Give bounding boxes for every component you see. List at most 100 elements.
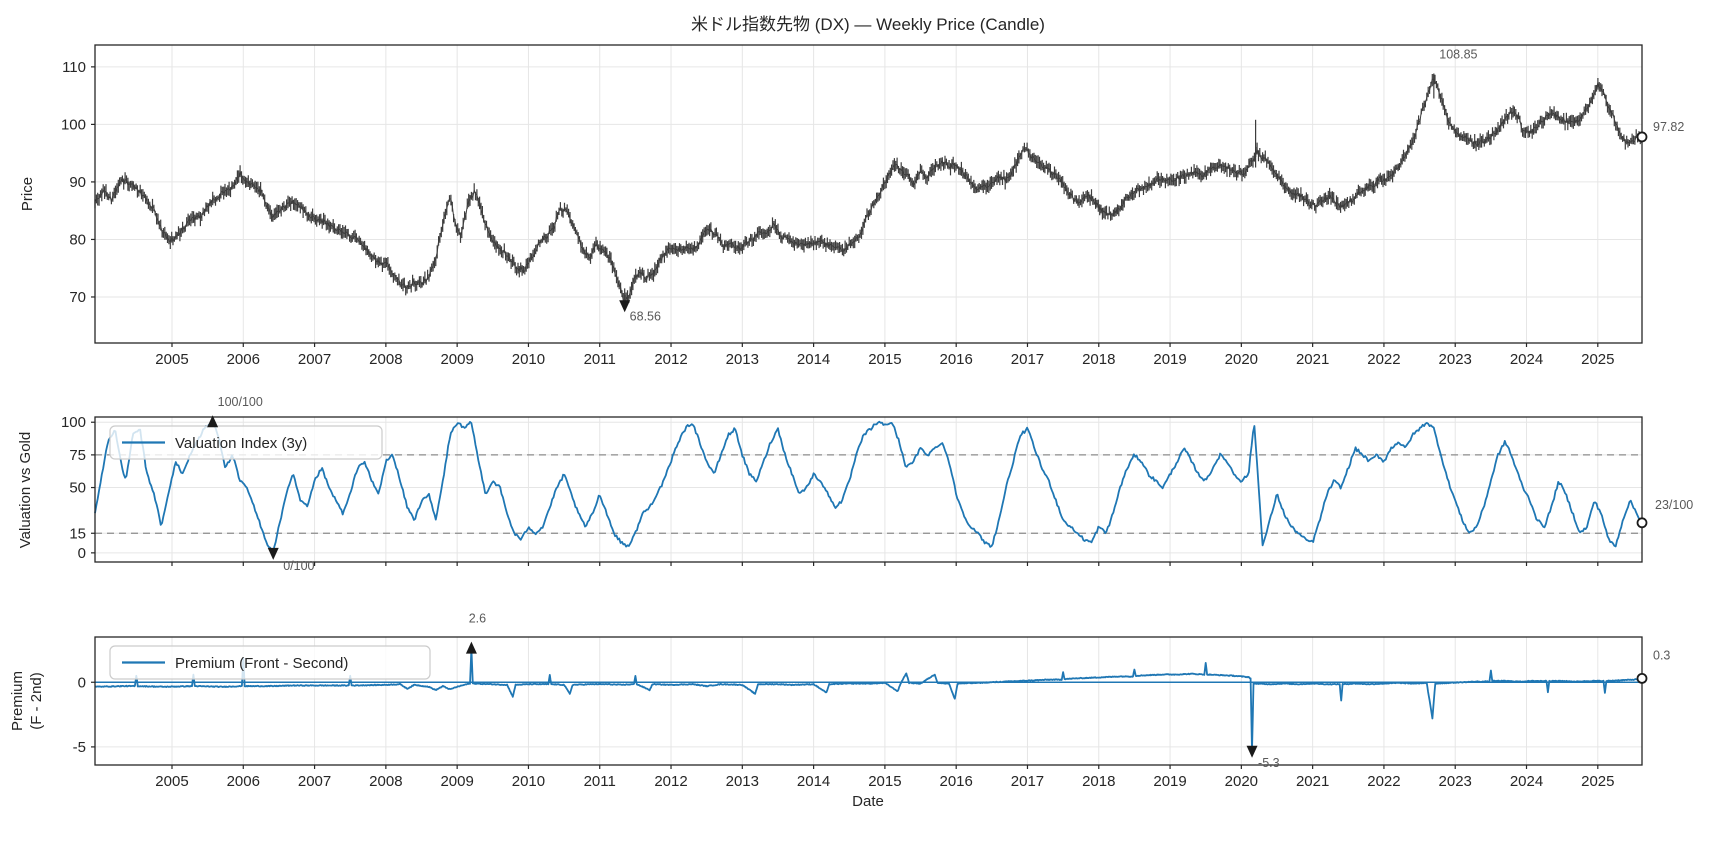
x-tick-label: 2021 (1296, 351, 1329, 368)
premium-y-axis-label-line1: Premium (9, 671, 26, 731)
up-arrow-icon (465, 641, 477, 654)
y-tick-label: 100 (61, 414, 86, 431)
annotation-label: 100/100 (218, 395, 263, 409)
x-tick-label: 2005 (155, 351, 188, 368)
x-tick-label: 2011 (584, 773, 616, 790)
y-tick-label: 0 (78, 545, 86, 562)
last-point-marker-icon (1636, 131, 1648, 143)
legend-label: Premium (Front - Second) (175, 655, 348, 672)
annotation--5.3: -5.3 (1246, 745, 1280, 770)
x-tick-label: 2013 (726, 351, 759, 368)
x-tick-label: 2023 (1439, 773, 1472, 790)
down-arrow-icon (619, 300, 631, 313)
y-tick-label: 80 (69, 231, 86, 248)
x-tick-label: 2018 (1082, 351, 1115, 368)
premium-y-axis-label-line2: (F - 2nd) (28, 672, 45, 730)
gridlines (95, 45, 1642, 343)
x-tick-label: 2016 (939, 773, 972, 790)
panel-frame (94, 416, 1643, 563)
x-tick-label: 2023 (1439, 351, 1472, 368)
annotation-100-100: 100/100 (207, 395, 263, 428)
x-tick-label: 2011 (584, 351, 616, 368)
x-tick-label: 2017 (1011, 773, 1044, 790)
annotation-2.6: 2.6 (465, 612, 486, 654)
y-tick-label: -5 (73, 739, 86, 756)
x-tick-label: 2025 (1581, 351, 1614, 368)
premium-panel: 2005 2006 2007 2008 2009 2010 2011 2012 2013 2014… (73, 612, 1671, 790)
x-tick-label: 2008 (369, 351, 402, 368)
annotation-label: 0.3 (1653, 648, 1670, 662)
annotation-23-100: 23/100 (1636, 498, 1693, 529)
annotation-label: 68.56 (630, 309, 661, 323)
y-tick-label: 50 (69, 480, 86, 497)
x-tick-label: 2021 (1296, 773, 1329, 790)
price-panel: 2005 2006 2007 2008 2009 2010 2011 2012 2013 2014… (61, 44, 1684, 368)
x-tick-label: 2020 (1225, 773, 1258, 790)
annotation-68.56: 68.56 (619, 300, 661, 323)
x-tick-label: 2013 (726, 773, 759, 790)
annotation-label: 108.85 (1439, 47, 1477, 61)
x-tick-label: 2024 (1510, 773, 1543, 790)
price-y-axis-label: Price (19, 177, 36, 211)
x-tick-label: 2022 (1367, 351, 1400, 368)
annotation-label: 97.82 (1653, 120, 1684, 134)
price-series-candles (94, 74, 1643, 307)
valuation-y-axis-label: Valuation vs Gold (17, 432, 34, 548)
valuation-panel: 100 75 50 15 0 Valuation Index (3y) 100/100 0/1… (61, 395, 1693, 573)
legend-valuation: Valuation Index (3y) (109, 425, 383, 460)
x-tick-label: 2015 (868, 773, 901, 790)
y-tick-label: 110 (62, 59, 86, 76)
legend-premium: Premium (Front - Second) (109, 645, 431, 680)
valuation-series-line (94, 420, 1643, 555)
x-axis-label: Date (852, 793, 884, 810)
y-tick-label: 70 (69, 289, 86, 306)
x-tick-label: 2019 (1153, 351, 1186, 368)
last-point-marker-icon (1636, 672, 1648, 684)
panel-frame (94, 44, 1643, 344)
annotation-97.82: 97.82 (1636, 120, 1684, 143)
x-tick-label: 2010 (512, 773, 545, 790)
annotation-label: 2.6 (469, 612, 486, 626)
legend-box (109, 645, 431, 680)
annotation-0.3: 0.3 (1636, 648, 1670, 684)
x-tick-label: 2014 (797, 351, 830, 368)
x-tick-label: 2016 (939, 351, 972, 368)
price-series-line (94, 78, 1642, 302)
x-tick-label: 2022 (1367, 773, 1400, 790)
x-tick-label: 2007 (298, 351, 331, 368)
x-tick-label: 2017 (1011, 351, 1044, 368)
y-tick-label: 15 (69, 525, 86, 542)
y-tick-label: 75 (69, 447, 86, 464)
x-tick-label: 2009 (440, 351, 473, 368)
x-tick-label: 2005 (155, 773, 188, 790)
y-tick-label: 100 (61, 116, 86, 133)
last-point-marker-icon (1636, 517, 1648, 529)
panel-frame (94, 636, 1643, 766)
y-tick-label: 90 (69, 174, 86, 191)
chart-title: 米ドル指数先物 (DX) — Weekly Price (Candle) (691, 15, 1045, 34)
x-tick-label: 2014 (797, 773, 830, 790)
down-arrow-icon (1246, 745, 1258, 758)
x-tick-label: 2010 (512, 351, 545, 368)
annotation-108.85: 108.85 (1439, 47, 1477, 61)
annotation-label: 23/100 (1655, 498, 1693, 512)
annotation-0-100: 0/100 (267, 547, 315, 573)
legend-label: Valuation Index (3y) (175, 435, 307, 452)
legend-box (109, 425, 383, 460)
x-tick-label: 2019 (1153, 773, 1186, 790)
x-tick-label: 2008 (369, 773, 402, 790)
down-arrow-icon (267, 547, 279, 560)
x-tick-label: 2018 (1082, 773, 1115, 790)
y-tick-label: 0 (78, 674, 86, 691)
x-tick-label: 2012 (654, 351, 687, 368)
up-arrow-icon (207, 415, 219, 428)
x-tick-label: 2025 (1581, 773, 1614, 790)
x-tick-label: 2012 (654, 773, 687, 790)
premium-series-line (94, 647, 1643, 752)
annotation-label: -5.3 (1258, 756, 1280, 770)
x-tick-label: 2007 (298, 773, 331, 790)
x-tick-label: 2024 (1510, 351, 1543, 368)
x-tick-label: 2006 (227, 351, 260, 368)
